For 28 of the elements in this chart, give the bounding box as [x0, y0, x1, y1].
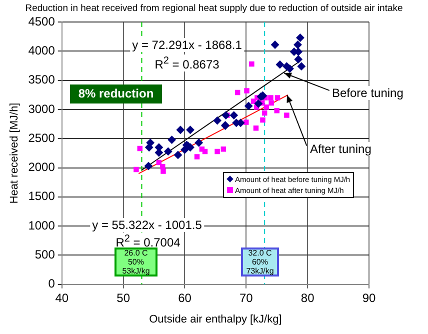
x-axis-title: Outside air enthalpy [kJ/kg] — [149, 313, 282, 326]
annotation: R$^{2}$ = 0.8673 — [154, 54, 220, 72]
annotation: 26.0 C 50% 53kJ/kg — [116, 248, 156, 276]
y-tick-label: 2500 — [28, 130, 56, 145]
y-tick-label: 3000 — [28, 102, 56, 116]
annotation: y = 72.291x - 1868.1 — [132, 38, 242, 52]
x-tick-label: 70 — [239, 290, 254, 305]
annotation: 32.0 C 60% 73kJ/kg — [243, 248, 277, 276]
annotation: 8% reduction — [70, 86, 162, 100]
annotation: y = 55.322x - 1001.5 — [92, 218, 202, 232]
annotation: Before tuning — [332, 86, 404, 100]
y-tick-label: 0 — [48, 276, 56, 291]
annotation: R$^{2}$ = 0.7004 — [116, 232, 180, 250]
y-tick-label: 4500 — [28, 14, 56, 28]
annotation: After tuning — [310, 142, 372, 156]
x-tick-label: 80 — [300, 290, 315, 305]
x-tick-label: 50 — [116, 290, 130, 305]
y-tick-label: 4000 — [28, 43, 56, 58]
chart-title: Reduction in heat received from regional heat supply due to reduction of outside air intake — [24, 3, 404, 14]
y-tick-label: 500 — [34, 248, 56, 262]
y-tick-label: 1500 — [28, 189, 56, 204]
x-tick-label: 60 — [178, 290, 192, 305]
x-tick-label: 40 — [55, 290, 69, 305]
y-tick-label: 3500 — [28, 72, 56, 87]
x-tick-label: 90 — [362, 290, 376, 305]
y-axis-title: Heat received [MJ/h] — [8, 102, 21, 204]
y-tick-label: 2000 — [28, 160, 56, 174]
y-tick-label: 1000 — [28, 218, 56, 232]
